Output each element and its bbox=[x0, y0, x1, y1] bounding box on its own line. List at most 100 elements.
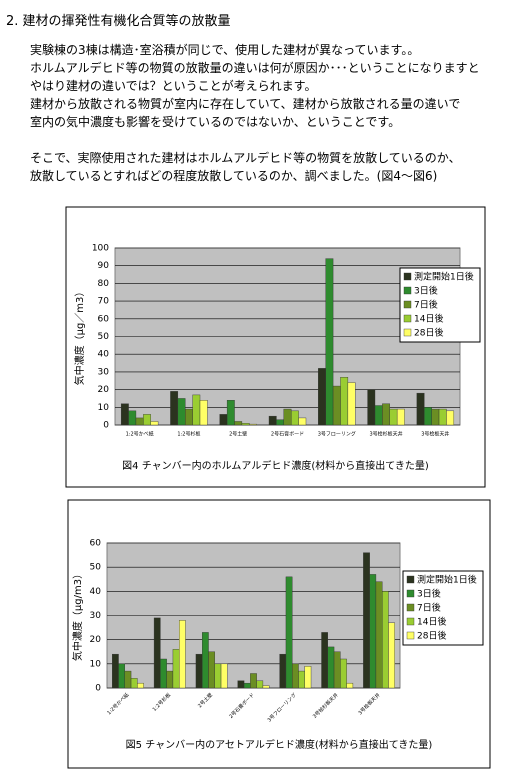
x-tick-label: 1:2号杉板 bbox=[177, 431, 200, 438]
bar bbox=[318, 368, 326, 426]
bar bbox=[195, 653, 203, 689]
legend-label: 14日後 bbox=[414, 313, 443, 325]
y-tick-label: 60 bbox=[98, 314, 110, 324]
legend-swatch bbox=[406, 589, 415, 598]
bar bbox=[382, 403, 390, 426]
bar bbox=[382, 591, 389, 689]
bar bbox=[438, 408, 447, 426]
bar bbox=[304, 666, 312, 689]
x-tick-label: 3号桧板天井 bbox=[421, 431, 449, 438]
bar bbox=[118, 663, 125, 689]
bar bbox=[150, 421, 159, 426]
legend-label: 7日後 bbox=[417, 602, 441, 614]
y-tick-label: 100 bbox=[92, 244, 109, 254]
bar bbox=[172, 649, 180, 689]
legend-label: 測定開始1日後 bbox=[417, 574, 477, 586]
x-tick-label: 2号石膏ボード bbox=[271, 431, 304, 438]
bar bbox=[333, 651, 341, 689]
bar bbox=[166, 670, 174, 689]
legend-swatch bbox=[403, 300, 412, 309]
legend-label: 14日後 bbox=[417, 616, 446, 628]
y-tick-label: 10 bbox=[90, 659, 102, 669]
legend-label: 7日後 bbox=[414, 299, 438, 311]
bar bbox=[367, 389, 376, 426]
bar bbox=[214, 663, 222, 689]
legend-label: 28日後 bbox=[414, 327, 443, 339]
bar bbox=[298, 417, 307, 426]
bar bbox=[219, 414, 228, 426]
bar bbox=[292, 663, 299, 689]
bar bbox=[202, 632, 209, 689]
bar bbox=[220, 663, 228, 689]
bar bbox=[298, 670, 305, 689]
bar bbox=[424, 407, 432, 426]
legend-swatch bbox=[406, 575, 415, 584]
y-tick-label: 20 bbox=[98, 385, 110, 395]
text-line: 実験棟の3棟は構造･室浴積が同じで、使用した建材が異なっています。。 bbox=[30, 43, 420, 57]
legend-swatch bbox=[406, 631, 415, 640]
bar bbox=[363, 552, 370, 689]
bar bbox=[347, 382, 356, 426]
y-tick-label: 30 bbox=[98, 367, 110, 377]
bar bbox=[192, 394, 201, 426]
legend-box bbox=[402, 570, 484, 646]
bar bbox=[137, 682, 144, 689]
bar bbox=[234, 421, 243, 426]
text-line: そこで、実際使用された建材はホルムアルデヒド等の物質を放散しているのか、 bbox=[30, 151, 461, 165]
bar bbox=[160, 658, 167, 689]
y-tick-label: 10 bbox=[98, 403, 110, 413]
bar bbox=[276, 419, 285, 426]
bar bbox=[112, 653, 119, 689]
legend-label: 3日後 bbox=[417, 588, 441, 600]
bar bbox=[199, 400, 208, 426]
y-axis-label: 気中濃度（μg/m3） bbox=[71, 569, 84, 661]
y-tick-label: 70 bbox=[98, 297, 110, 307]
legend-swatch bbox=[403, 272, 412, 281]
x-tick-label: 3号フローリング bbox=[318, 431, 356, 438]
bar bbox=[431, 408, 440, 426]
bar bbox=[332, 385, 341, 426]
legend-swatch bbox=[403, 286, 412, 295]
bar bbox=[340, 658, 347, 689]
bar bbox=[177, 398, 186, 426]
y-tick-label: 0 bbox=[103, 421, 109, 431]
bar bbox=[243, 682, 251, 689]
bar bbox=[262, 685, 270, 689]
x-tick-label: 3号桧杉板天井 bbox=[369, 431, 402, 438]
legend-swatch bbox=[403, 328, 412, 337]
x-tick-label: 2号土壁 bbox=[229, 431, 247, 438]
y-tick-label: 40 bbox=[90, 587, 102, 597]
text-line: 室内の気中濃度も影響を受けているのではないか、ということです。 bbox=[30, 115, 401, 129]
bar bbox=[396, 408, 405, 426]
bar bbox=[135, 417, 144, 426]
bar bbox=[170, 391, 179, 426]
bar bbox=[374, 405, 383, 426]
bar bbox=[120, 403, 129, 426]
heading: 2. 建材の揮発性有機化合質等の放散量 bbox=[6, 14, 231, 29]
bar bbox=[124, 670, 132, 689]
bar bbox=[208, 651, 215, 689]
bar bbox=[285, 576, 293, 689]
legend-label: 28日後 bbox=[417, 630, 446, 642]
bar bbox=[130, 678, 138, 689]
bar bbox=[325, 258, 334, 426]
y-tick-label: 80 bbox=[98, 279, 110, 289]
y-tick-label: 90 bbox=[98, 261, 110, 271]
y-tick-label: 20 bbox=[90, 635, 102, 645]
text-line: 建材から放散される物質が室内に存在していて、建材から放散される量の違いで bbox=[30, 97, 461, 111]
legend-label: 測定開始1日後 bbox=[414, 271, 474, 283]
bar bbox=[290, 410, 299, 426]
bar bbox=[327, 646, 335, 689]
bar bbox=[185, 408, 193, 426]
bar bbox=[340, 377, 349, 426]
bar bbox=[249, 423, 257, 426]
legend-swatch bbox=[403, 314, 412, 323]
bar bbox=[143, 414, 151, 426]
bar bbox=[416, 392, 425, 426]
bar bbox=[153, 617, 161, 689]
bar bbox=[388, 622, 395, 689]
bar bbox=[128, 410, 137, 426]
bar bbox=[256, 680, 264, 689]
